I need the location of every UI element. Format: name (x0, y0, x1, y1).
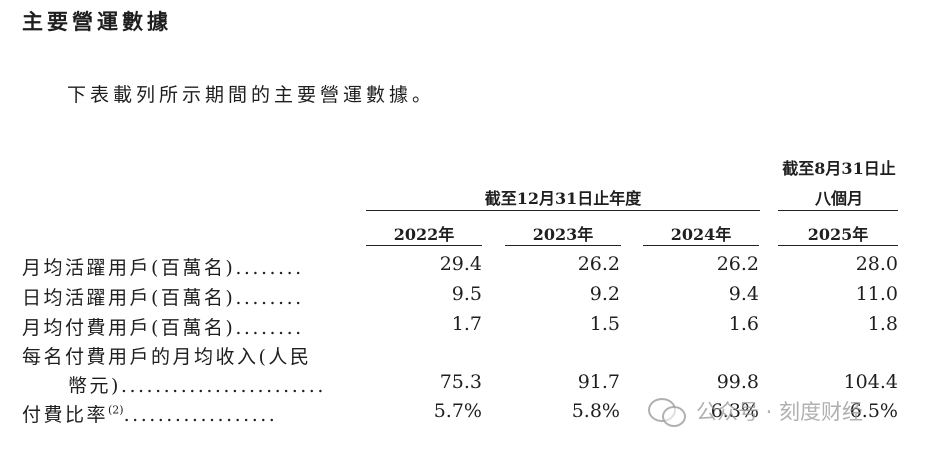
table-cell: 91.7 (577, 371, 620, 393)
column-rule-2022 (366, 245, 482, 246)
table-cell: 29.4 (439, 253, 482, 275)
table-cell: 9.2 (589, 283, 620, 305)
table-cell: 75.3 (439, 371, 482, 393)
row-label-paying-ratio: 付費比率(2).................. (22, 403, 278, 426)
table-cell: 1.6 (728, 313, 759, 335)
table-cell: 6.5% (849, 400, 898, 422)
table-cell: 26.2 (716, 253, 759, 275)
table-cell: 1.5 (589, 313, 620, 335)
wechat-icon (648, 396, 688, 427)
period-header-rule (778, 210, 898, 211)
table-cell: 11.0 (855, 283, 898, 305)
period-header-line2: 八個月 (814, 189, 863, 208)
years-header: 截至12月31日止年度 (484, 189, 642, 208)
column-rule-2024 (643, 245, 759, 246)
table-cell: 9.4 (728, 283, 759, 305)
years-header-rule (366, 210, 760, 211)
column-rule-2023 (505, 245, 621, 246)
column-header-2025: 2025年 (807, 225, 869, 244)
table-cell: 1.7 (451, 313, 482, 335)
period-header-line1: 截至8月31日止 (782, 159, 896, 178)
table-cell: 28.0 (855, 253, 898, 275)
table-cell: 104.4 (843, 371, 898, 393)
row-label-paying-users: 月均付費用戶(百萬名)........ (22, 317, 304, 339)
watermark-text: 公众号 · 刻度财经 (696, 400, 864, 424)
table-cell: 1.8 (867, 313, 898, 335)
table-cell: 26.2 (577, 253, 620, 275)
row-label-arppu: 每名付費用戶的月均收入(人民 (22, 346, 312, 368)
column-header-2022: 2022年 (393, 225, 455, 244)
row-label-arppu-cont: 幣元)........................ (68, 375, 326, 397)
watermark: 公众号 · 刻度财经 (648, 396, 864, 427)
column-header-2024: 2024年 (670, 225, 732, 244)
column-rule-2025 (778, 245, 898, 246)
table-cell: 99.8 (716, 371, 759, 393)
table-cell: 5.8% (571, 400, 620, 422)
row-label-mau: 月均活躍用戶(百萬名)........ (22, 257, 304, 279)
column-header-2023: 2023年 (532, 225, 594, 244)
intro-text: 下表載列所示期間的主要營運數據。 (67, 84, 436, 106)
section-title: 主要營運數據 (22, 9, 172, 34)
table-cell: 5.7% (433, 400, 482, 422)
table-cell: 9.5 (451, 283, 482, 305)
table-cell: 6.3% (710, 400, 759, 422)
row-label-dau: 日均活躍用戶(百萬名)........ (22, 287, 304, 309)
